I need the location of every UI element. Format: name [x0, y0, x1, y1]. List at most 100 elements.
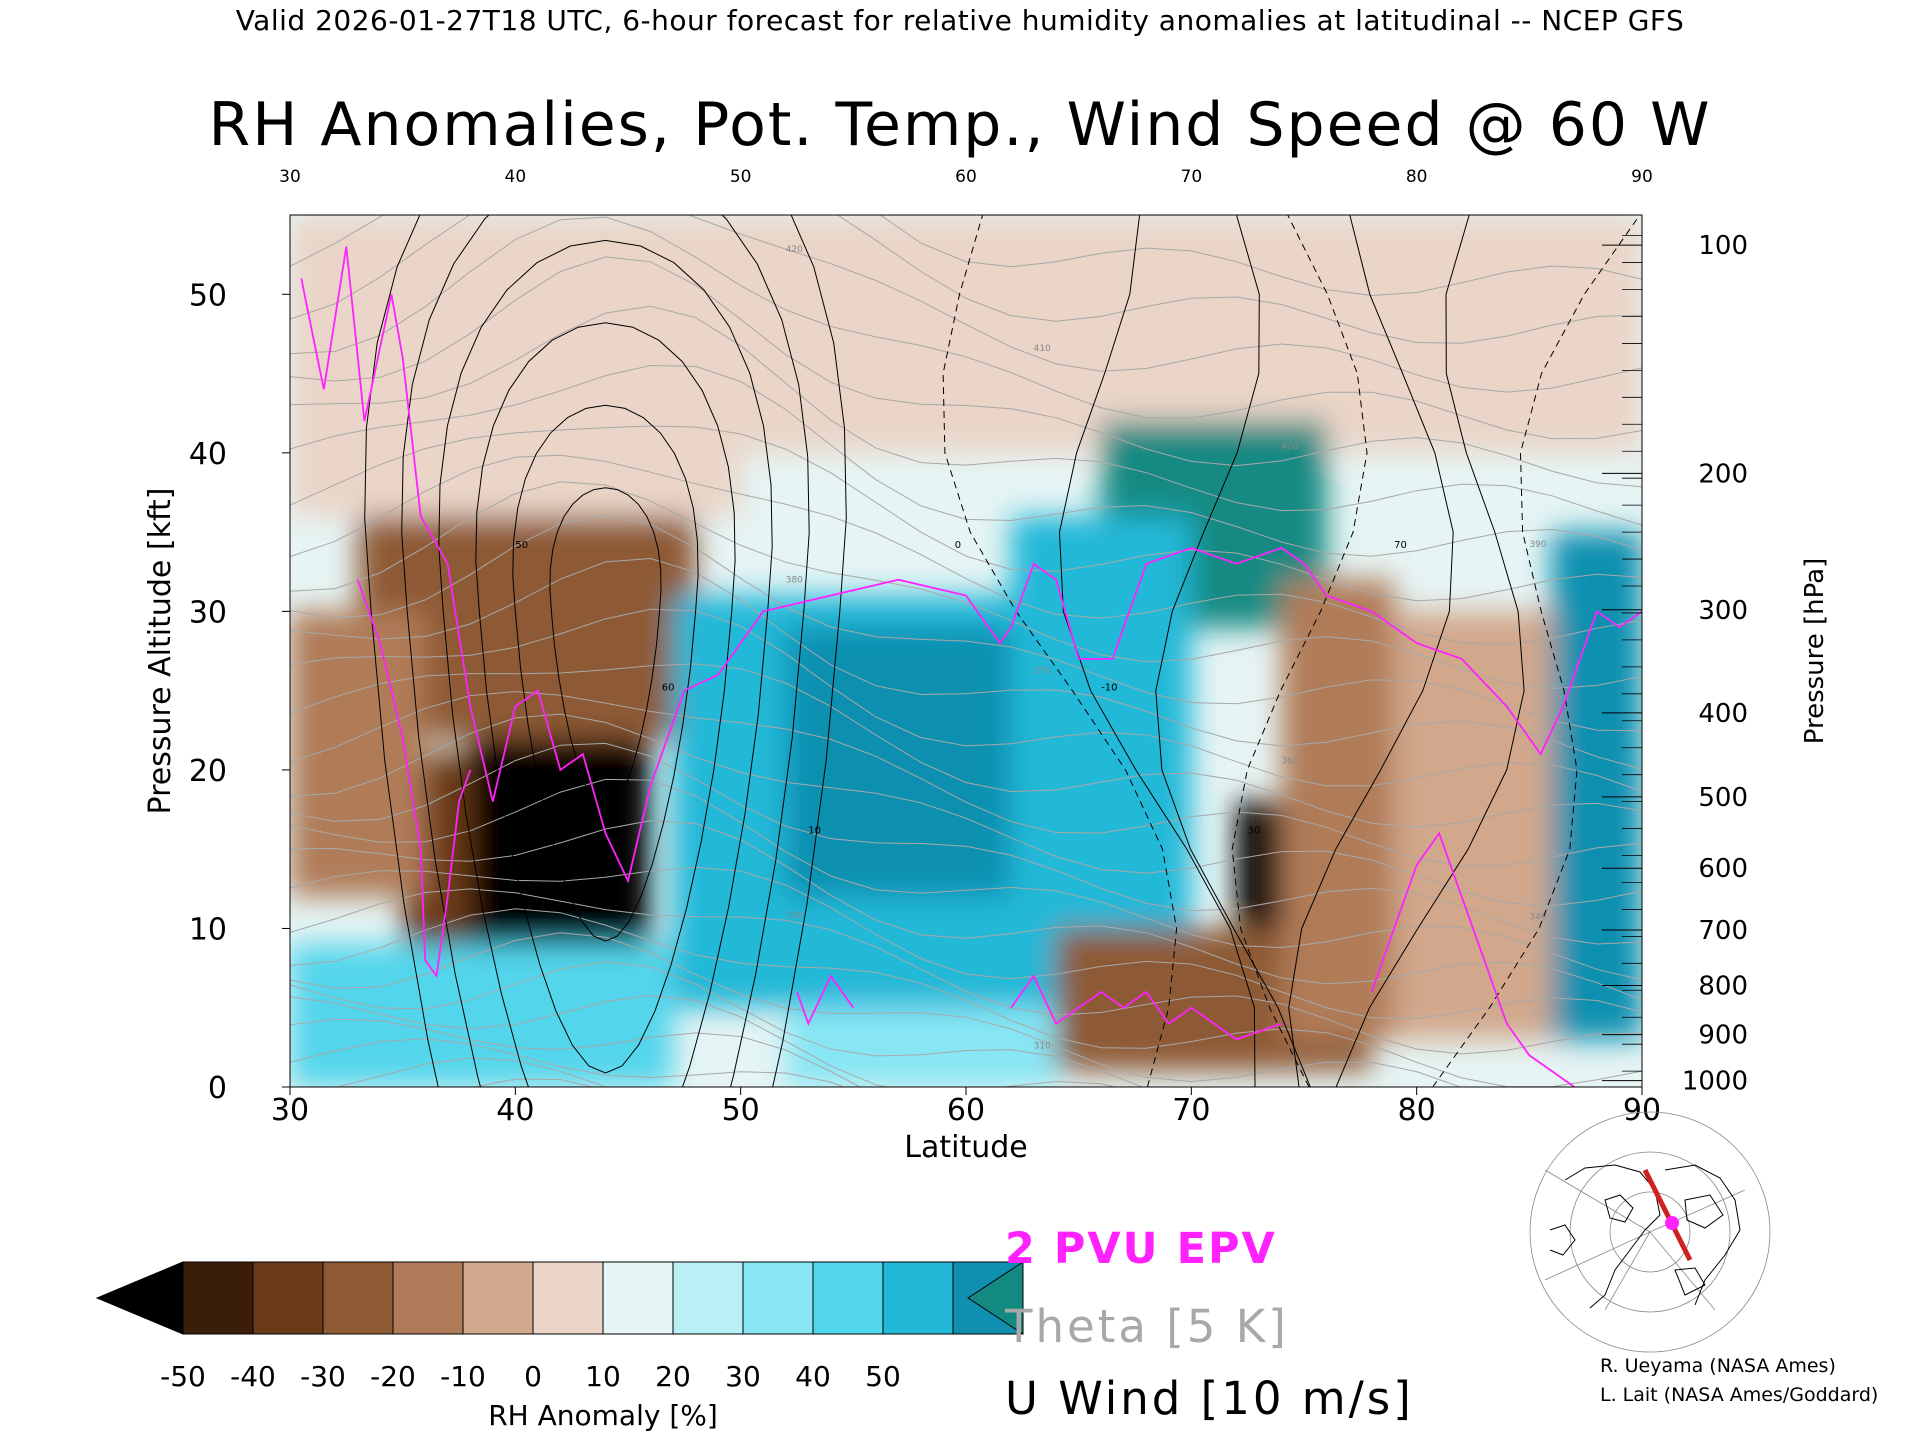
colorbar-tick-label: 40	[795, 1360, 831, 1393]
credit-lait: L. Lait (NASA Ames/Goddard)	[1600, 1384, 1879, 1406]
colorbar-tick-label: -30	[300, 1360, 346, 1393]
y-right-tick-label: 600	[1698, 854, 1748, 884]
colorbar-swatch	[252, 1261, 324, 1335]
theta-contour	[335, 1057, 608, 1087]
colorbar-swatch	[882, 1261, 954, 1335]
y-tick-label: 10	[189, 912, 227, 947]
theta-contour	[471, 1078, 595, 1087]
y-axis-label-left: Pressure Altitude [kft]	[143, 488, 178, 815]
rh-anomaly-region	[1281, 579, 1395, 1040]
rh-anomaly-region	[1011, 516, 1192, 961]
theta-contour	[290, 481, 1642, 690]
x-axis-label: Latitude	[904, 1130, 1027, 1165]
colorbar-left-arrow	[95, 1261, 184, 1335]
theta-contour	[290, 691, 1642, 867]
y-right-tick-label: 100	[1698, 231, 1748, 261]
colorbar-tick-label: 0	[524, 1360, 542, 1393]
colorbar-swatch	[322, 1261, 394, 1335]
colorbar-tick-label: -40	[230, 1360, 276, 1393]
colorbar-tick-label: -10	[440, 1360, 486, 1393]
theta-contour	[879, 215, 1642, 297]
epv-2pvu-lower-contour	[1370, 831, 1575, 1087]
u-wind-contour	[364, 215, 847, 1087]
plot-area: 420 410 400 390 380 370 360 340 330 310 50 60 10 0 -1…	[289, 214, 1643, 1088]
y-right-tick-label: 300	[1698, 596, 1748, 626]
epv-2pvu-lower-contour	[1010, 974, 1282, 1041]
rh-anomaly-region	[290, 611, 426, 897]
cross-section-line	[1642, 1168, 1693, 1262]
theta-contour	[290, 888, 1642, 1055]
u-wind-contour	[475, 322, 736, 1074]
colorbar-swatch	[672, 1261, 744, 1335]
theta-contour	[290, 557, 1642, 770]
x-tick-label: 90	[1623, 1093, 1661, 1128]
u-wind-contour-label: 10	[808, 825, 821, 836]
y-tick-label: 40	[189, 437, 227, 472]
theta-contour-label: 330	[786, 911, 803, 921]
u-wind-contour-label: 60	[662, 683, 675, 694]
u-wind-contour-label: 30	[1248, 825, 1261, 836]
epv-2pvu-lower-contour	[796, 974, 855, 1026]
cross-section-center-marker	[1665, 1216, 1679, 1230]
legend-theta: Theta [5 K]	[1005, 1300, 1289, 1353]
theta-contour	[290, 454, 1642, 646]
x-top-tick-label: 90	[1631, 167, 1653, 187]
colorbar-right-arrow	[967, 1261, 1024, 1335]
theta-contour	[290, 1038, 846, 1087]
chart-title: RH Anomalies, Pot. Temp., Wind Speed @ 6…	[208, 90, 1712, 160]
theta-contour-label: 420	[786, 245, 803, 255]
y-right-tick-label: 500	[1698, 783, 1748, 813]
credit-ueyama: R. Ueyama (NASA Ames)	[1600, 1355, 1836, 1377]
theta-contours: 420 410 400 390 380 370 360 340 330 310	[290, 215, 1642, 1087]
theta-contour-label: 360	[1281, 757, 1298, 767]
colorbar-swatch	[462, 1261, 534, 1335]
y-tick-label: 50	[189, 278, 227, 313]
theta-contour	[290, 425, 1642, 602]
theta-contour-label: 410	[1034, 344, 1051, 354]
colorbar-swatch	[602, 1261, 674, 1335]
colorbar-swatch	[532, 1261, 604, 1335]
x-tick-label: 40	[496, 1093, 534, 1128]
location-inset-map	[1529, 1111, 1771, 1353]
colorbar-tick-label: 10	[585, 1360, 621, 1393]
colorbar-swatch	[742, 1261, 814, 1335]
legend-epv: 2 PVU EPV	[1005, 1224, 1277, 1274]
x-tick-label: 30	[271, 1093, 309, 1128]
rh-anomaly-blur-group	[290, 215, 1642, 1087]
y-right-tick-label: 1000	[1682, 1067, 1748, 1097]
u-wind-contour	[438, 239, 773, 1087]
colorbar: -50 -40 -30 -20 -10 0 10 20 30 40 50 RH Anomaly [%]	[95, 1261, 1024, 1432]
colorbar-tick-label: -50	[160, 1360, 206, 1393]
theta-contour-label: 340	[1529, 913, 1546, 923]
u-wind-contour	[549, 487, 662, 810]
u-wind-contour	[1288, 215, 1454, 1087]
y-right-tick-label: 700	[1698, 916, 1748, 946]
colorbar-swatch	[182, 1261, 254, 1335]
rh-anomaly-field	[290, 215, 1642, 1087]
theta-contour	[290, 256, 1642, 488]
epv-2pvu-contours	[300, 246, 1642, 1087]
x-top-tick-label: 50	[730, 167, 752, 187]
colorbar-tick-label: 50	[865, 1360, 901, 1393]
theta-contour-label: 370	[1034, 667, 1051, 677]
theta-contour-label: 380	[786, 576, 803, 586]
theta-contour	[290, 215, 1642, 344]
theta-contour	[290, 514, 1642, 732]
theta-contour	[290, 663, 1642, 828]
u-wind-contour	[1335, 215, 1525, 1087]
theta-contour	[290, 713, 1642, 907]
theta-contour	[290, 742, 1642, 945]
theta-contour	[290, 608, 1642, 792]
y-right-tick-label: 200	[1698, 459, 1748, 489]
x-tick-label: 70	[1172, 1093, 1210, 1128]
theta-contour	[290, 778, 1642, 981]
u-wind-contour	[942, 215, 1178, 1087]
x-tick-label: 60	[947, 1093, 985, 1128]
legend-wind: U Wind [10 m/s]	[1005, 1372, 1414, 1425]
theta-contour-label: 310	[1034, 1042, 1051, 1052]
theta-contour	[290, 932, 1462, 1087]
u-wind-contour	[401, 215, 810, 1087]
u-wind-contour	[1155, 215, 1311, 1087]
u-wind-contour-label: 70	[1394, 540, 1407, 551]
